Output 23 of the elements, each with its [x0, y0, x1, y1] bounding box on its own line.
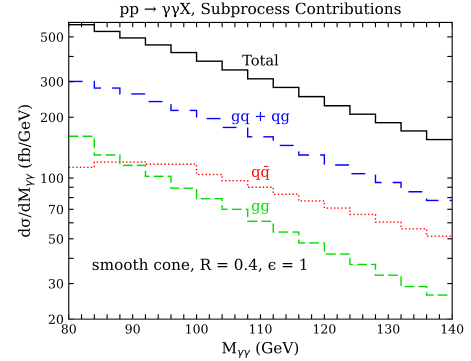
- x-tick-label: 110: [250, 324, 272, 334]
- series-label: gg: [252, 202, 270, 214]
- y-axis-title: dσ/dM$_{γγ}$ (fb/GeV): [18, 105, 34, 237]
- x-tick-label: 100: [186, 324, 208, 334]
- x-tick-label: 130: [378, 324, 400, 334]
- y-tick-label: 100: [42, 173, 64, 183]
- x-tick-label: 120: [314, 324, 336, 334]
- series-label: Total: [242, 54, 278, 66]
- y-tick-label: 30: [48, 279, 64, 288]
- y-tick-label: 70: [49, 204, 64, 214]
- series-label: gq + qg: [232, 112, 290, 124]
- y-tick-label: 50: [49, 234, 64, 244]
- y-tick-label: 200: [40, 112, 64, 122]
- x-tick-label: 140: [442, 324, 464, 334]
- series-label: qq̄: [252, 166, 270, 180]
- y-tick-label: 20: [48, 314, 64, 324]
- y-tick-label: 300: [41, 77, 64, 87]
- annotation: smooth cone, R = 0.4, ϵ = 1: [92, 258, 306, 272]
- x-tick-label: 80: [62, 324, 76, 334]
- x-tick-label: 90: [126, 324, 140, 334]
- chart-title: pp → γγX, Subprocess Contributions: [120, 2, 401, 18]
- y-tick-label: 500: [41, 32, 64, 42]
- x-axis-title: M$_{γγ}$ (GeV): [222, 342, 298, 358]
